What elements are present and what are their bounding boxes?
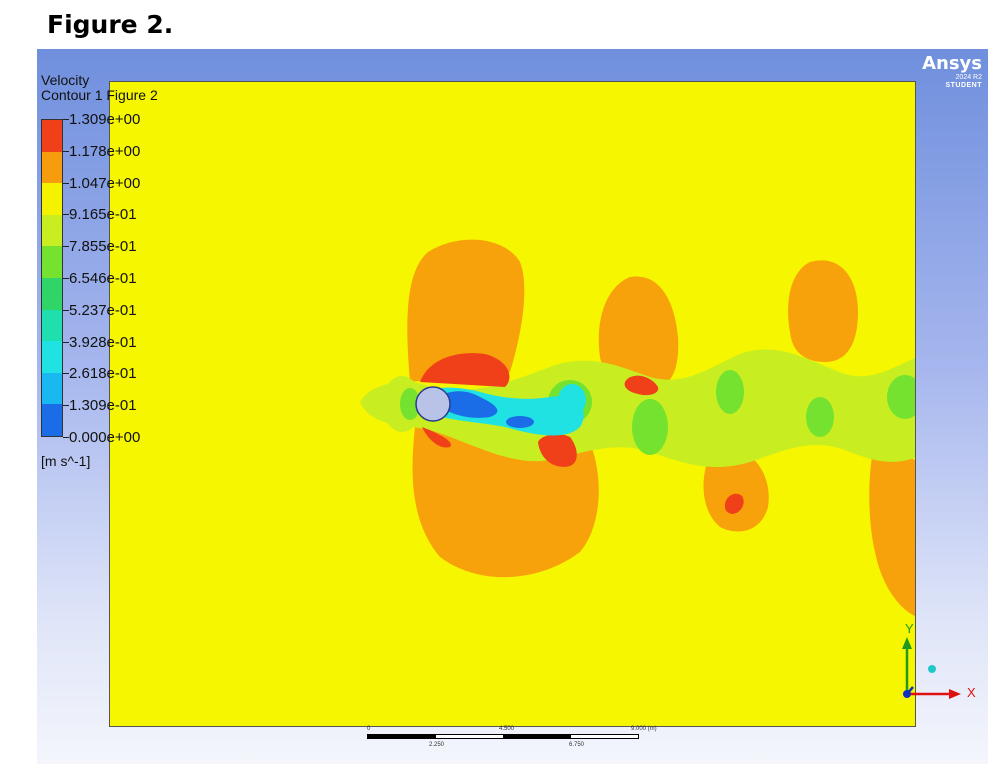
scale-top-label-0: 0 bbox=[367, 726, 371, 732]
legend-title-line2: Contour 1 Figure 2 bbox=[41, 87, 158, 103]
scale-bar: 0 4.500 9.000 (m) 2.250 6.750 bbox=[367, 726, 667, 760]
legend-tick bbox=[63, 182, 69, 184]
colorbar-band bbox=[42, 372, 62, 405]
legend-label: 9.165e-01 bbox=[69, 206, 137, 224]
cylinder bbox=[415, 386, 451, 422]
legend-tick bbox=[63, 246, 69, 248]
colorbar-band bbox=[42, 183, 62, 215]
scale-top-label-2: 9.000 (m) bbox=[631, 726, 657, 732]
colorbar-band bbox=[42, 277, 62, 310]
wake-cyan-vortex bbox=[558, 384, 586, 416]
legend-tick bbox=[63, 309, 69, 311]
legend-label: 5.237e-01 bbox=[69, 301, 137, 319]
lower-orange-lobe-2 bbox=[703, 449, 769, 532]
colorbar-band bbox=[42, 404, 62, 436]
legend-tick bbox=[63, 214, 69, 216]
colorbar-band bbox=[42, 341, 62, 373]
legend-label: 1.309e+00 bbox=[69, 111, 141, 128]
legend-label: 3.928e-01 bbox=[69, 333, 137, 351]
colorbar-band bbox=[42, 214, 62, 247]
scale-bar-strip bbox=[367, 734, 639, 739]
axis-triad[interactable]: Y X bbox=[877, 619, 987, 719]
graphics-viewport[interactable]: Velocity Contour 1 Figure 2 1.309e+00 1.1… bbox=[37, 49, 988, 764]
legend-label: 1.178e+00 bbox=[69, 142, 141, 160]
colorbar-band bbox=[42, 151, 62, 184]
lower-red-region-2 bbox=[724, 493, 744, 514]
vortex-core-2 bbox=[632, 399, 668, 455]
legend-label: 1.309e-01 bbox=[69, 397, 137, 415]
legend-tick bbox=[63, 278, 69, 279]
colorbar bbox=[41, 119, 63, 437]
x-axis-label: X bbox=[967, 685, 976, 700]
lower-red-region-near bbox=[422, 427, 451, 448]
upper-red-region bbox=[420, 353, 510, 387]
legend-title-line1: Velocity bbox=[41, 72, 90, 88]
legend-label: 7.855e-01 bbox=[69, 238, 137, 256]
ansys-logo: Ansys 2024 R2 STUDENT bbox=[922, 53, 982, 90]
colorbar-band bbox=[42, 120, 62, 152]
figure-title: Figure 2. bbox=[47, 10, 174, 39]
legend-tick bbox=[63, 405, 69, 407]
legend-label: 0.000e+00 bbox=[69, 429, 141, 446]
upper-red-region-2 bbox=[624, 375, 659, 396]
upper-orange-lobe-2 bbox=[598, 276, 679, 388]
vortex-core-5 bbox=[887, 375, 915, 419]
legend-tick bbox=[63, 373, 69, 375]
upper-orange-lobe-3 bbox=[788, 260, 858, 362]
scale-bottom-label-0: 2.250 bbox=[429, 742, 445, 748]
colorbar-band bbox=[42, 309, 62, 342]
scale-bottom-label-1: 6.750 bbox=[569, 742, 585, 748]
upper-orange-lobe bbox=[407, 239, 525, 382]
legend-label: 6.546e-01 bbox=[69, 270, 137, 287]
flow-domain[interactable] bbox=[109, 81, 916, 727]
logo-brand: Ansys bbox=[922, 53, 982, 74]
legend-tick bbox=[63, 341, 69, 343]
lower-orange-lobe-3 bbox=[869, 453, 915, 616]
legend-tick bbox=[63, 119, 69, 120]
vortex-core-4 bbox=[806, 397, 834, 437]
legend-tick bbox=[63, 150, 69, 152]
vortex-core-3 bbox=[716, 370, 744, 414]
velocity-contour-plot bbox=[360, 239, 915, 616]
y-axis-label: Y bbox=[905, 621, 914, 636]
lower-red-region bbox=[538, 434, 577, 467]
near-wake-blue-2 bbox=[506, 416, 534, 428]
logo-edition: STUDENT bbox=[945, 82, 982, 89]
legend-units: [m s^-1] bbox=[41, 453, 91, 469]
scale-top-label-1: 4.500 bbox=[499, 726, 515, 732]
legend-title: Velocity Contour 1 Figure 2 bbox=[41, 73, 158, 103]
legend-label: 1.047e+00 bbox=[69, 174, 141, 192]
stagnation-halo-green bbox=[400, 388, 420, 420]
legend-tick bbox=[63, 437, 69, 438]
logo-version: 2024 R2 bbox=[955, 74, 982, 81]
legend-label: 2.618e-01 bbox=[69, 365, 137, 383]
near-wake-blue bbox=[435, 391, 498, 418]
colorbar-band bbox=[42, 246, 62, 278]
triad-arrows bbox=[902, 637, 961, 699]
